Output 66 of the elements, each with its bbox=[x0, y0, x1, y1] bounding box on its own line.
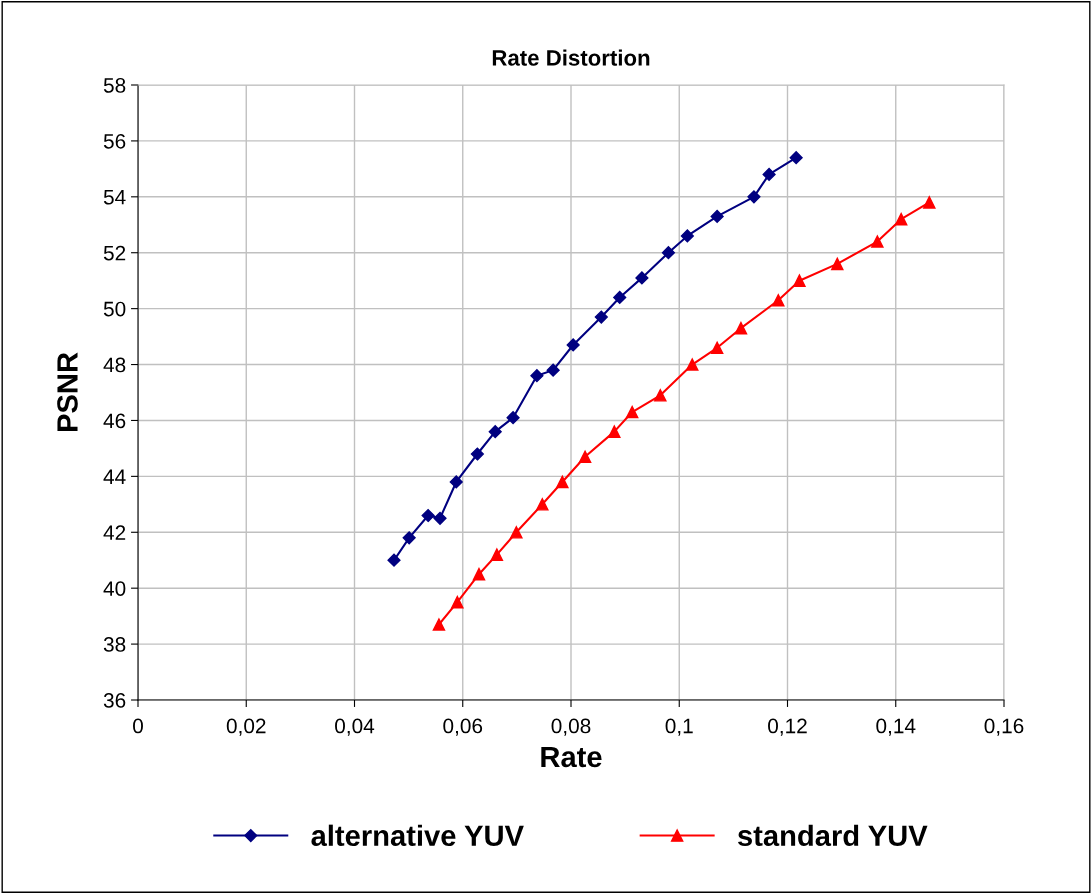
point bbox=[789, 151, 803, 165]
point bbox=[654, 389, 667, 402]
x-tick-label: 0,14 bbox=[876, 718, 916, 736]
x-tick-label: 0 bbox=[133, 718, 143, 734]
x-tick-label: 0,06 bbox=[443, 718, 483, 736]
legend-label: alternative YUV bbox=[311, 824, 524, 847]
point bbox=[432, 618, 446, 631]
y-tick-label: 38 bbox=[103, 637, 126, 652]
point bbox=[747, 190, 761, 204]
point bbox=[710, 209, 724, 223]
point bbox=[546, 363, 560, 377]
point bbox=[402, 531, 416, 545]
y-tick-label: 36 bbox=[103, 693, 126, 708]
point bbox=[793, 274, 806, 287]
point bbox=[506, 411, 520, 425]
point bbox=[685, 358, 699, 371]
point bbox=[734, 321, 748, 335]
point bbox=[613, 290, 627, 305]
point bbox=[594, 310, 608, 324]
x-tick-label: 0,02 bbox=[226, 718, 266, 736]
point bbox=[625, 405, 639, 419]
point bbox=[536, 498, 549, 511]
y-tick-label: 46 bbox=[103, 413, 126, 429]
point bbox=[578, 450, 592, 464]
x-tick-label: 0,08 bbox=[551, 718, 591, 736]
point bbox=[451, 595, 464, 609]
point bbox=[472, 567, 486, 581]
point bbox=[680, 229, 694, 243]
y-tick-label: 42 bbox=[103, 525, 126, 540]
point bbox=[608, 425, 621, 438]
point bbox=[923, 196, 936, 209]
point bbox=[421, 508, 435, 523]
y-tick-label: 52 bbox=[103, 245, 126, 261]
point bbox=[490, 548, 504, 561]
chart-title: Rate Distortion bbox=[492, 49, 650, 66]
point bbox=[488, 425, 502, 439]
y-tick-label: 40 bbox=[103, 581, 126, 596]
point bbox=[762, 167, 776, 182]
point bbox=[566, 338, 580, 352]
x-tick-label: 0,12 bbox=[768, 718, 807, 736]
x-axis-title: Rate bbox=[541, 746, 602, 768]
point bbox=[894, 212, 908, 226]
point bbox=[772, 293, 785, 307]
point bbox=[449, 475, 463, 489]
y-tick-label: 50 bbox=[103, 301, 126, 317]
point bbox=[556, 475, 569, 489]
point bbox=[635, 271, 649, 285]
point bbox=[831, 257, 844, 271]
y-tick-label: 54 bbox=[103, 190, 126, 205]
legend-label: standard YUV bbox=[737, 824, 928, 847]
point bbox=[433, 511, 447, 525]
y-tick-label: 44 bbox=[103, 469, 126, 484]
y-tick-label: 56 bbox=[103, 133, 126, 149]
y-axis-title: PSNR bbox=[57, 352, 78, 432]
point bbox=[661, 246, 676, 260]
x-tick-label: 0,16 bbox=[984, 718, 1024, 736]
x-tick-label: 0,04 bbox=[335, 718, 375, 736]
x-tick-label: 0,1 bbox=[665, 718, 693, 736]
y-tick-label: 58 bbox=[103, 78, 126, 93]
point bbox=[871, 235, 884, 248]
point bbox=[710, 341, 724, 355]
y-tick-label: 48 bbox=[103, 357, 126, 373]
point bbox=[510, 526, 523, 539]
point bbox=[387, 553, 401, 567]
point bbox=[530, 369, 544, 383]
point bbox=[470, 447, 484, 461]
